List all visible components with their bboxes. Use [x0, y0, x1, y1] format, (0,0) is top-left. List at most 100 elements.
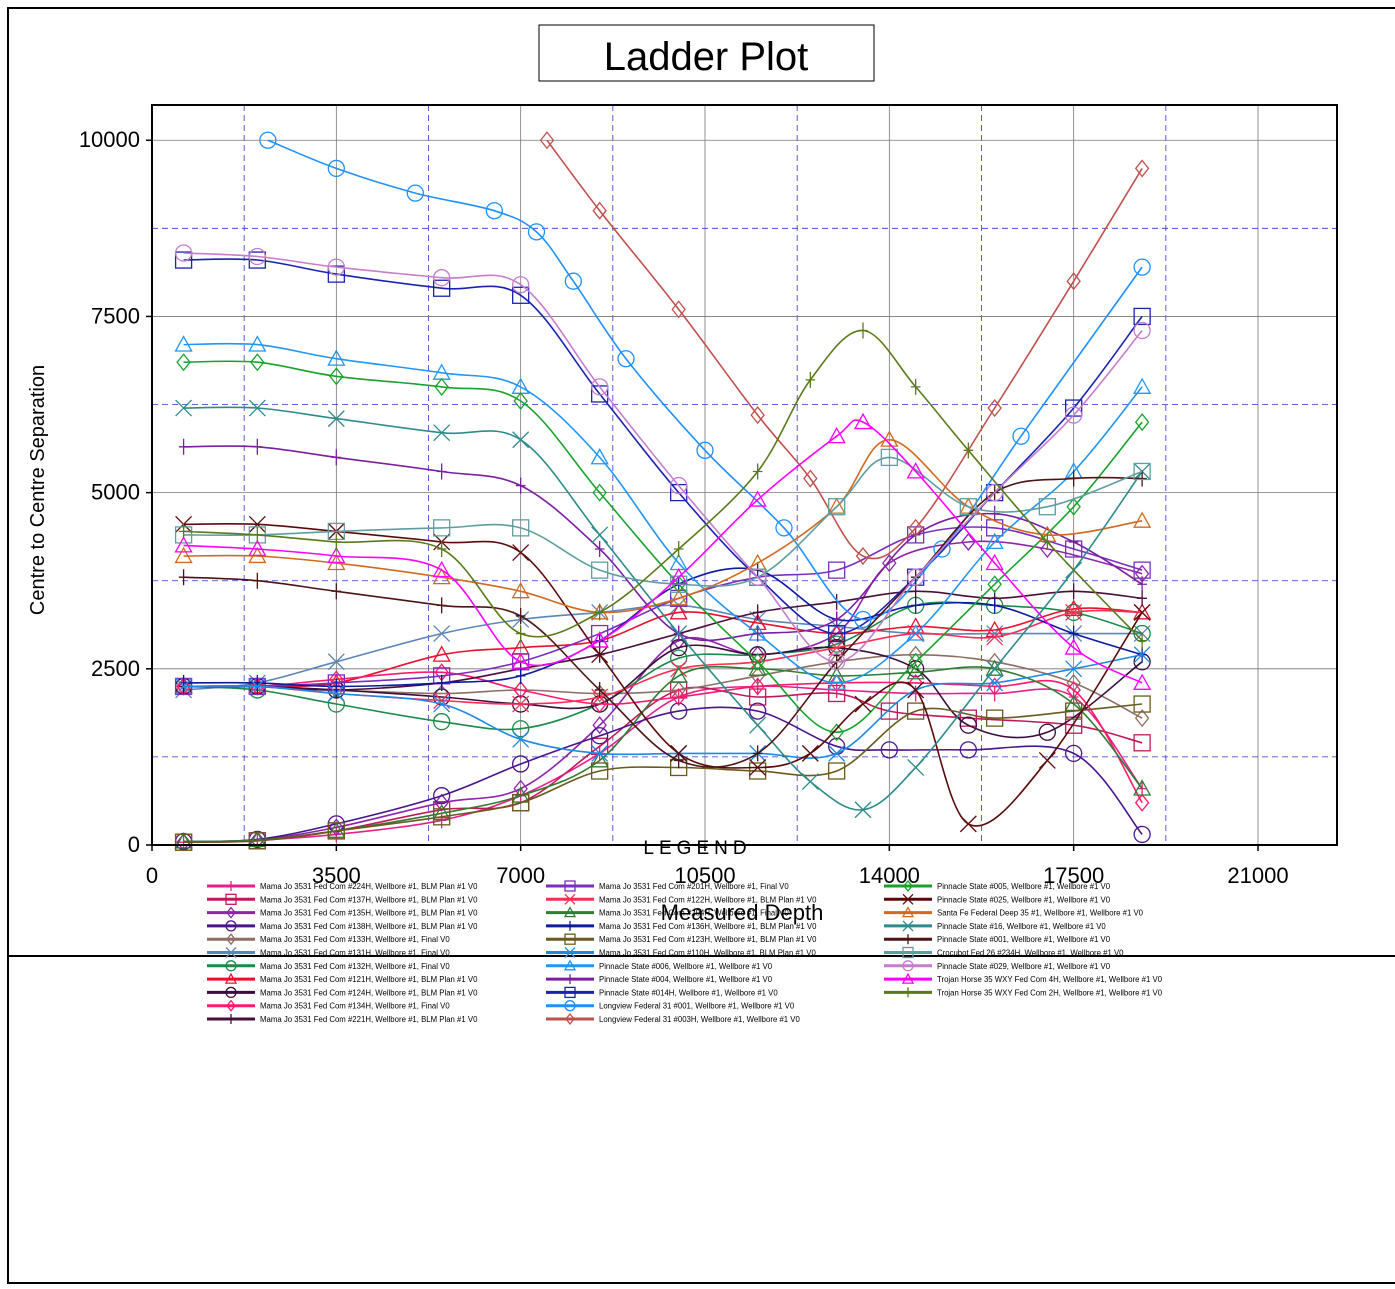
- y-axis-label: Centre to Centre Separation: [27, 365, 49, 615]
- series-25-point-9: [854, 801, 872, 819]
- series-1-point-7: [749, 688, 767, 706]
- legend-marker-11: [564, 880, 576, 892]
- series-3-point-4: [512, 755, 530, 773]
- series-4-point-7: [750, 666, 765, 685]
- series-2-point-3: [434, 793, 449, 812]
- legend-item-24: Santa Fe Federal Deep 35 #1, Wellbore #1…: [884, 906, 1144, 918]
- series-20-point-3: [485, 202, 503, 220]
- series-3-point-11: [1065, 744, 1083, 763]
- series-28-point-5: [591, 378, 609, 396]
- series-21-point-9: [1134, 159, 1150, 178]
- series-23-point-11: [959, 815, 977, 833]
- series-18-point-7: [752, 625, 763, 642]
- series-15-point-3: [433, 808, 451, 826]
- series-16-point-4: [512, 730, 530, 748]
- series-6-point-4: [512, 720, 530, 738]
- series-11-point-8: [828, 561, 846, 579]
- legend-label-20: Longview Federal 31 #001, Wellbore #1, W…: [599, 1002, 795, 1011]
- series-6-point-3: [433, 713, 451, 731]
- series-20-point-6: [617, 350, 635, 368]
- legend-item-17: Pinnacle State #006, Wellbore #1, Wellbo…: [546, 959, 773, 971]
- series-21-point-3: [750, 406, 765, 425]
- legend-label-15: Mama Jo 3531 Fed Com #123H, Wellbore #1,…: [599, 935, 817, 944]
- y-tick-label-0: 0: [128, 832, 140, 857]
- series-29-point-10: [906, 462, 925, 479]
- series-16-point-0: [175, 677, 193, 695]
- series-22-point-11: [1066, 497, 1081, 516]
- series-13-point-5: [590, 751, 609, 768]
- series-28-point-11: [1065, 406, 1083, 424]
- series-26-point-7: [752, 745, 763, 762]
- legend-marker-16: [564, 947, 576, 958]
- legend-marker-28: [902, 960, 914, 972]
- legend-item-19: Pinnacle State #014H, Wellbore #1, Wellb…: [546, 986, 778, 999]
- series-2-point-10: [961, 532, 976, 551]
- legend-label-23: Pinnacle State #025, Wellbore #1, Wellbo…: [937, 895, 1111, 904]
- series-3-point-9: [880, 741, 898, 759]
- series-layer: [174, 131, 1152, 852]
- series-13-point-7: [748, 659, 767, 676]
- series-19-point-2: [327, 265, 345, 283]
- series-8-point-10: [959, 716, 977, 734]
- legend-label-19: Pinnacle State #014H, Wellbore #1, Wellb…: [599, 988, 778, 997]
- series-28-point-0: [174, 244, 193, 262]
- legend-label-17: Pinnacle State #006, Wellbore #1, Wellbo…: [599, 962, 773, 971]
- series-25-point-4: [512, 431, 530, 449]
- series-11-point-12: [1133, 561, 1151, 579]
- series-5-point-2: [327, 653, 345, 671]
- series-26-point-12: [1137, 470, 1147, 487]
- series-line-20: [267, 139, 1143, 621]
- legend-label-21: Longview Federal 31 #003H, Wellbore #1, …: [599, 1015, 800, 1024]
- series-5-point-3: [433, 625, 451, 643]
- series-27-point-10: [959, 498, 977, 516]
- series-23-point-13: [1133, 603, 1151, 621]
- series-30-point-4: [515, 625, 526, 642]
- series-30-point-13: [1137, 632, 1147, 649]
- series-2-point-9: [882, 554, 897, 573]
- series-15-point-10: [986, 709, 1004, 727]
- legend-marker-13: [563, 906, 577, 918]
- series-29-point-2: [327, 546, 346, 564]
- legend-item-12: Mama Jo 3531 Fed Com #122H, Wellbore #1,…: [546, 893, 817, 905]
- series-9-point-6: [671, 687, 686, 707]
- legend-label-22: Pinnacle State #005, Wellbore #1, Wellbo…: [937, 882, 1111, 891]
- series-13-point-12: [1133, 779, 1152, 796]
- series-21-point-0: [539, 131, 555, 150]
- grid-layer: [151, 105, 1337, 846]
- series-13-point-3: [432, 803, 451, 821]
- legend-marker-26: [905, 934, 911, 945]
- series-30-point-8: [805, 371, 816, 388]
- series-10-point-8: [831, 593, 842, 610]
- series-line-27: [183, 456, 1143, 587]
- series-24-point-0: [174, 546, 193, 564]
- series-3: [174, 702, 1151, 851]
- legend-marker-5: [225, 947, 237, 958]
- series-22-point-4: [513, 391, 528, 411]
- legend-marker-7: [224, 972, 238, 984]
- series-line-19: [183, 258, 1143, 635]
- legend-marker-21: [565, 1012, 575, 1026]
- series-6-point-8: [828, 635, 846, 653]
- series-30-point-5: [594, 604, 605, 621]
- series-28: [174, 244, 1151, 671]
- series-0: [178, 678, 1147, 851]
- series-30-point-7: [752, 463, 763, 480]
- series-21-point-8: [1066, 272, 1081, 291]
- series-9-point-11: [1066, 680, 1081, 699]
- series-23-point-1: [248, 515, 266, 533]
- series-4-point-6: [671, 680, 686, 699]
- legend-item-30: Trojan Horse 35 WXY Fed Com 2H, Wellbore…: [884, 987, 1163, 997]
- legend-marker-24: [901, 906, 915, 918]
- series-8-point-11: [1038, 723, 1056, 741]
- series-line-15: [183, 703, 1143, 843]
- series-18-point-0: [178, 438, 189, 455]
- series-20-point-7: [696, 441, 714, 459]
- series-29: [174, 412, 1152, 690]
- series-26-point-6: [673, 752, 684, 769]
- series-18-point-2: [331, 449, 342, 466]
- series-16-point-3: [433, 695, 451, 713]
- series-18-point-10: [989, 505, 1000, 522]
- series-30-point-6: [673, 541, 684, 557]
- legend-marker-10: [228, 1014, 234, 1024]
- series-12-point-10: [986, 628, 1004, 646]
